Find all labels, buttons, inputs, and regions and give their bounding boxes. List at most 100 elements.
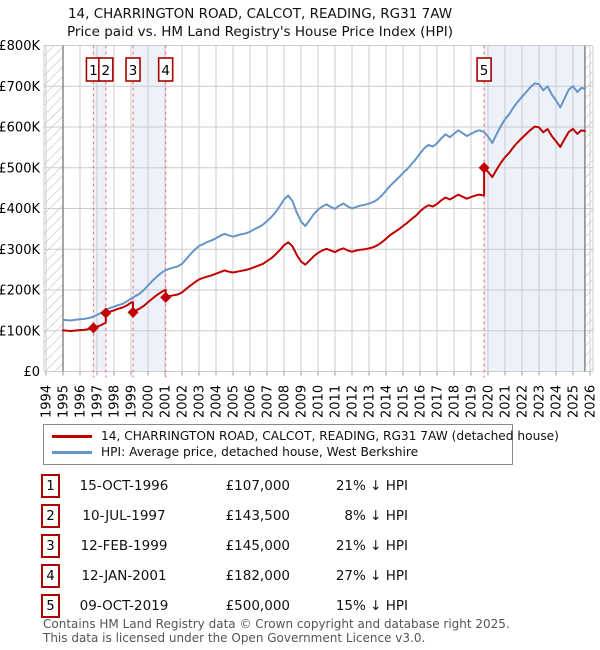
x-axis-tick-label: 2015 <box>397 385 412 418</box>
y-axis-tick-label: £100K <box>0 324 40 339</box>
table-row: 5 09-OCT-2019 £500,000 15% ↓ HPI <box>41 591 408 621</box>
hpi-line-swatch-icon <box>52 450 92 454</box>
x-axis-tick-label: 2013 <box>363 385 378 418</box>
price-history-chart: £0 £100K £200K £300K £400K £500K £600K £700K £80… <box>0 40 599 418</box>
license-footer: Contains HM Land Registry data © Crown c… <box>43 617 510 645</box>
x-axis-tick-label: 2024 <box>550 385 565 418</box>
y-axis-tick-label: £300K <box>0 243 40 258</box>
legend-item-hpi: HPI: Average price, detached house, West… <box>44 444 512 460</box>
sale-number-label: 3 <box>129 63 138 79</box>
footer-copyright: Contains HM Land Registry data © Crown c… <box>43 617 510 631</box>
sale-number-label: 1 <box>89 63 98 79</box>
x-axis-tick-label: 1995 <box>57 385 72 418</box>
y-axis-labels: £0 £100K £200K £300K £400K £500K £600K £700K £80… <box>0 40 40 380</box>
x-axis-tick-label: 2023 <box>533 385 548 418</box>
x-axis-tick-label: 2011 <box>329 385 344 418</box>
sales-table: 1 15-OCT-1996 £107,000 21% ↓ HPI 2 10-JUL-199… <box>41 471 408 621</box>
sale-number-box: 2 <box>41 504 60 528</box>
x-axis-labels: 1994 1995 1996 1997 1998 1999 2000 2001 2002 2003… <box>40 385 599 418</box>
x-axis-tick-label: 1999 <box>125 385 140 418</box>
sale-hpi-diff: 15% ↓ HPI <box>335 598 408 614</box>
sale-number-box: 3 <box>41 534 60 558</box>
x-axis-tick-label: 2000 <box>142 385 157 418</box>
x-axis-tick-label: 1996 <box>74 385 89 418</box>
sale-marker-icon <box>478 162 490 174</box>
sale-marker-icon <box>160 291 172 303</box>
y-axis-tick-label: £400K <box>0 202 40 217</box>
x-axis-tick-label: 2004 <box>210 385 225 418</box>
sale-hpi-diff: 21% ↓ HPI <box>335 478 408 494</box>
sale-number-label: 5 <box>480 63 489 79</box>
footer-licence: This data is licensed under the Open Gov… <box>43 630 426 645</box>
sale-hpi-diff: 8% ↓ HPI <box>344 508 408 524</box>
legend-item-property: 14, CHARRINGTON ROAD, CALCOT, READING, R… <box>44 428 559 444</box>
sale-price: £143,500 <box>225 508 290 524</box>
table-row: 1 15-OCT-1996 £107,000 21% ↓ HPI <box>41 471 408 501</box>
x-axis-tick-label: 2026 <box>584 385 599 418</box>
x-axis-tick-label: 2006 <box>244 385 259 418</box>
sale-marker-icon <box>100 307 112 319</box>
x-axis-tick-label: 2021 <box>499 385 514 418</box>
sale-price: £145,000 <box>225 538 290 554</box>
y-axis-tick-label: £500K <box>0 161 40 176</box>
chart-title: 14, CHARRINGTON ROAD, CALCOT, READING, R… <box>0 5 520 41</box>
chart-legend: 14, CHARRINGTON ROAD, CALCOT, READING, R… <box>43 424 559 465</box>
x-axis-tick-label: 2008 <box>278 385 293 418</box>
x-axis-tick-label: 2019 <box>465 385 480 418</box>
sale-number-box: 5 <box>41 594 60 618</box>
x-axis-tick-label: 2022 <box>516 385 531 418</box>
gridlines <box>43 45 594 376</box>
sale-date: 09-OCT-2019 <box>79 598 169 614</box>
y-axis-tick-label: £0 <box>23 365 40 380</box>
sale-price: £500,000 <box>225 598 290 614</box>
sale-markers <box>87 162 490 334</box>
sale-number-label: 2 <box>102 63 111 79</box>
chart-title-address: 14, CHARRINGTON ROAD, CALCOT, READING, R… <box>67 6 453 22</box>
x-axis-tick-label: 2007 <box>261 385 276 418</box>
sale-price: £182,000 <box>225 568 290 584</box>
x-axis-tick-label: 1997 <box>91 385 106 418</box>
hpi-line <box>62 82 586 322</box>
table-row: 4 12-JAN-2001 £182,000 27% ↓ HPI <box>41 561 408 591</box>
chart-title-subtitle: Price paid vs. HM Land Registry's House … <box>67 24 453 40</box>
x-axis-tick-label: 2003 <box>193 385 208 418</box>
sale-number-box: 1 <box>41 474 60 498</box>
legend-property-label: 14, CHARRINGTON ROAD, CALCOT, READING, R… <box>101 429 559 443</box>
sale-number-label: 4 <box>161 63 170 79</box>
sale-date: 12-FEB-1999 <box>80 538 168 554</box>
sale-price: £107,000 <box>225 478 290 494</box>
y-axis-tick-label: £700K <box>0 80 40 95</box>
y-axis-tick-label: £200K <box>0 284 40 299</box>
table-row: 3 12-FEB-1999 £145,000 21% ↓ HPI <box>41 531 408 561</box>
x-axis-tick-label: 1998 <box>108 385 123 418</box>
x-axis-tick-label: 2001 <box>159 385 174 418</box>
x-axis-tick-label: 2025 <box>567 385 582 418</box>
sale-number-box: 4 <box>41 564 60 588</box>
y-axis-tick-label: £600K <box>0 121 40 136</box>
x-axis-tick-label: 2016 <box>414 385 429 418</box>
sale-hpi-diff: 21% ↓ HPI <box>335 538 408 554</box>
y-axis-tick-label: £800K <box>0 40 40 54</box>
sale-date: 12-JAN-2001 <box>81 568 167 584</box>
x-axis-tick-label: 2012 <box>346 385 361 418</box>
sale-hpi-diff: 27% ↓ HPI <box>335 568 408 584</box>
property-line-swatch-icon <box>52 434 92 438</box>
sale-date: 10-JUL-1997 <box>82 508 166 524</box>
x-axis-tick-label: 2020 <box>482 385 497 418</box>
x-axis-tick-label: 2014 <box>380 385 395 418</box>
sale-marker-icon <box>127 306 139 318</box>
sale-marker-icon <box>87 322 99 334</box>
x-axis-tick-label: 2010 <box>312 385 327 418</box>
legend-hpi-label: HPI: Average price, detached house, West… <box>101 445 419 459</box>
x-axis-tick-label: 2018 <box>448 385 463 418</box>
sale-date: 15-OCT-1996 <box>79 478 169 494</box>
x-axis-tick-label: 2002 <box>176 385 191 418</box>
data-range-boundaries <box>62 45 586 372</box>
table-row: 2 10-JUL-1997 £143,500 8% ↓ HPI <box>41 501 408 531</box>
x-axis-tick-label: 2017 <box>431 385 446 418</box>
x-axis-tick-label: 2009 <box>295 385 310 418</box>
x-axis-tick-label: 1994 <box>40 385 55 418</box>
x-axis-tick-label: 2005 <box>227 385 242 418</box>
